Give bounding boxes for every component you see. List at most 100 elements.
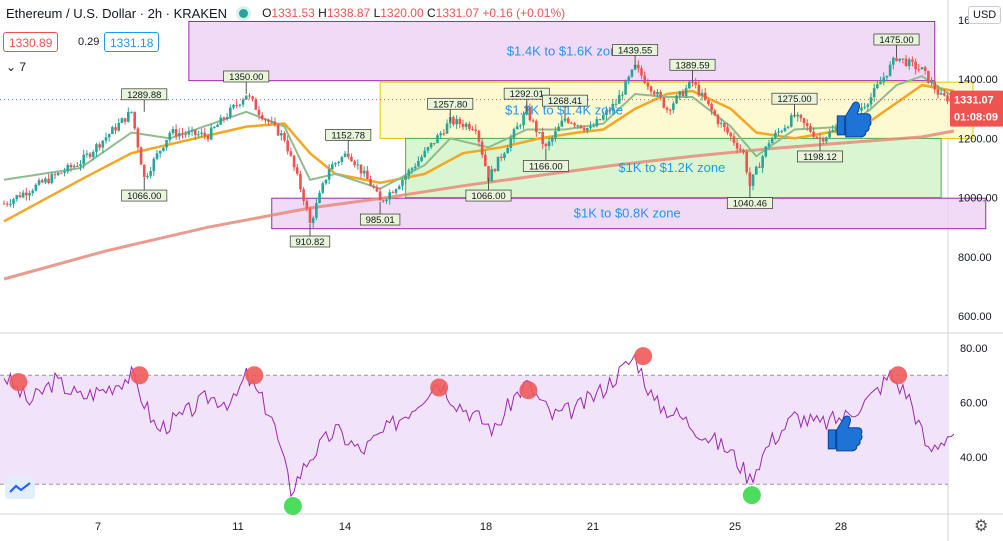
candle-body [739, 148, 742, 150]
currency-button[interactable]: USD [968, 6, 1002, 24]
candle-body [745, 152, 748, 173]
candle-body [248, 95, 251, 97]
rsi-overbought-marker-4 [519, 381, 538, 400]
candle-body [901, 58, 905, 60]
candle-body [907, 59, 911, 67]
candle-body [627, 76, 631, 81]
candle-body [898, 58, 901, 61]
candle-body [735, 142, 739, 149]
candle-body [114, 127, 117, 131]
candle-body [723, 122, 726, 128]
sell-button[interactable]: 1330.89 [3, 32, 59, 52]
candle-body [168, 133, 172, 140]
candle-body [707, 99, 710, 104]
zone-label-2: $1K to $1.2K zone [618, 160, 725, 175]
candle-body [946, 95, 949, 102]
price-label-5: 985.01 [366, 215, 395, 226]
candle-body [318, 192, 321, 204]
candle-body [828, 131, 831, 138]
candle-body [790, 115, 793, 127]
candle-body [63, 171, 66, 173]
candle-body [716, 115, 720, 124]
candle-body [254, 99, 258, 110]
zone-box-0 [188, 20, 936, 82]
candle-body [538, 132, 541, 134]
candle-body [171, 129, 175, 134]
candle-body [560, 120, 564, 127]
candle-body [295, 167, 299, 174]
price-label-12: 1389.59 [675, 60, 709, 71]
candle-body [640, 68, 643, 76]
candle-body [764, 146, 768, 157]
candle-body [528, 107, 532, 121]
price-label-9: 1268.41 [548, 96, 582, 107]
rsi-line [3, 352, 955, 498]
candle-body [190, 129, 194, 132]
candle-body [831, 130, 835, 132]
interval-badge[interactable]: ⌄ 7 [6, 60, 27, 74]
candle-body [573, 123, 576, 126]
candle-body [111, 127, 114, 135]
candle-body [688, 81, 691, 89]
candle-body [656, 91, 659, 95]
candle-body [512, 129, 516, 139]
ohlc-close: 1331.07 [435, 6, 480, 20]
candle-body [579, 125, 583, 129]
candle-body [79, 164, 82, 167]
candle-body [394, 189, 398, 193]
candle-body [786, 126, 790, 128]
candle-body [442, 133, 446, 135]
candle-body [213, 126, 216, 128]
candle-body [18, 195, 22, 198]
candle-body [904, 58, 908, 67]
settings-gear-icon[interactable]: ⚙ [974, 518, 989, 535]
candle-body [879, 81, 882, 85]
price-label-11: 1439.55 [618, 45, 652, 56]
candle-body [480, 141, 484, 155]
candle-body [69, 164, 73, 168]
buy-button[interactable]: 1331.18 [104, 32, 160, 52]
ohlc-low-label: L [373, 6, 381, 20]
ohlc-open-label: O [262, 6, 272, 20]
candle-body [391, 192, 395, 194]
candle-body [162, 147, 165, 151]
candle-body [550, 137, 554, 142]
candle-body [72, 165, 76, 168]
candle-body [5, 203, 9, 205]
candle-body [649, 86, 653, 92]
candle-body [123, 118, 127, 122]
logo-mark-icon [9, 482, 31, 493]
candle-body [359, 164, 363, 174]
candle-body [774, 132, 777, 139]
candle-body [91, 152, 95, 157]
candle-body [433, 142, 436, 144]
rsi-overbought-marker-0 [9, 373, 28, 392]
price-label-box [289, 235, 331, 248]
candle-body [413, 166, 417, 169]
candle-body [595, 119, 599, 127]
candle-body [863, 106, 866, 108]
price-label-13: 1040.46 [733, 199, 767, 210]
candle-body [703, 92, 707, 100]
candle-body [535, 120, 538, 133]
price-label-box [612, 44, 659, 56]
rsi-overbought-marker-1 [130, 366, 149, 385]
candle-body [484, 154, 487, 167]
price-label-2: 1066.00 [127, 191, 161, 202]
time-tick-label-5: 25 [729, 521, 741, 533]
last-price-value: 1331.07 [954, 95, 994, 107]
candle-body [598, 119, 602, 121]
candle-body [805, 123, 809, 126]
candle-body [496, 156, 500, 172]
candle-body [614, 103, 618, 105]
candle-body [423, 150, 427, 157]
symbol-title[interactable]: Ethereum / U.S. Dollar · 2h · KRAKEN [6, 5, 228, 21]
price-label-7: 1066.00 [471, 191, 505, 202]
rsi-band [0, 375, 948, 485]
candle-body [378, 191, 382, 201]
candle-body [15, 195, 19, 200]
candle-body [401, 179, 404, 187]
price-label-1: 1350.00 [229, 72, 263, 83]
candle-body [200, 132, 203, 135]
candle-body [299, 173, 302, 190]
